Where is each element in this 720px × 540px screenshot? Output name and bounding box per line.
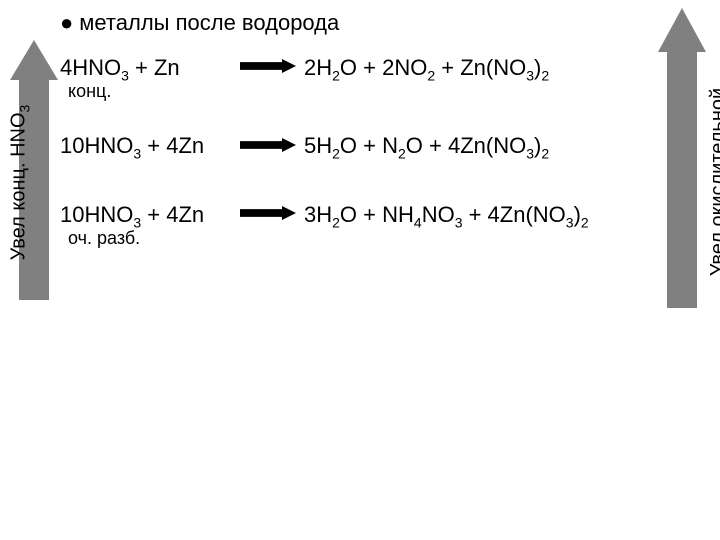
left-arrow-label-text: Увел конц. HNO bbox=[7, 112, 29, 260]
reaction-row: 10HNO3 + 4Znоч. разб.3H2O + NH4NO3 + 4Zn… bbox=[60, 202, 640, 230]
right-arrow-label-1: Увел окислительной bbox=[707, 88, 720, 276]
reaction-rhs: 5H2O + N2O + 4Zn(NO3)2 bbox=[304, 133, 549, 161]
title-row: ● металлы после водорода bbox=[60, 10, 339, 36]
reaction-note: конц. bbox=[68, 81, 111, 102]
reaction-lhs: 10HNO3 + 4Zn bbox=[60, 133, 240, 161]
arrow-right-icon bbox=[240, 59, 300, 79]
reaction-lhs: 4HNO3 + Zn bbox=[60, 55, 240, 83]
arrow-right-icon bbox=[240, 138, 300, 158]
bullet-icon: ● bbox=[60, 10, 73, 36]
right-arrow-label: Увел окислительной способности bbox=[706, 88, 720, 276]
left-arrow-group: Увел конц. HNO3 bbox=[10, 40, 58, 300]
reactions-container: 4HNO3 + Znконц.2H2O + 2NO2 + Zn(NO3)210H… bbox=[60, 55, 640, 270]
reaction-rhs: 3H2O + NH4NO3 + 4Zn(NO3)2 bbox=[304, 202, 589, 230]
arrow-up-right-icon bbox=[658, 8, 706, 308]
right-arrow-group: Увел окислительной способности bbox=[658, 8, 714, 308]
arrow-right-icon bbox=[240, 206, 300, 226]
reaction-row: 10HNO3 + 4Zn 5H2O + N2O + 4Zn(NO3)2 bbox=[60, 133, 640, 161]
left-arrow-label-sub: 3 bbox=[16, 105, 32, 113]
reaction-rhs: 2H2O + 2NO2 + Zn(NO3)2 bbox=[304, 55, 549, 83]
reaction-note: оч. разб. bbox=[68, 228, 140, 249]
reaction-lhs: 10HNO3 + 4Zn bbox=[60, 202, 240, 230]
title-text: металлы после водорода bbox=[79, 10, 339, 36]
left-arrow-label: Увел конц. HNO3 bbox=[7, 105, 32, 261]
reaction-row: 4HNO3 + Znконц.2H2O + 2NO2 + Zn(NO3)2 bbox=[60, 55, 640, 83]
